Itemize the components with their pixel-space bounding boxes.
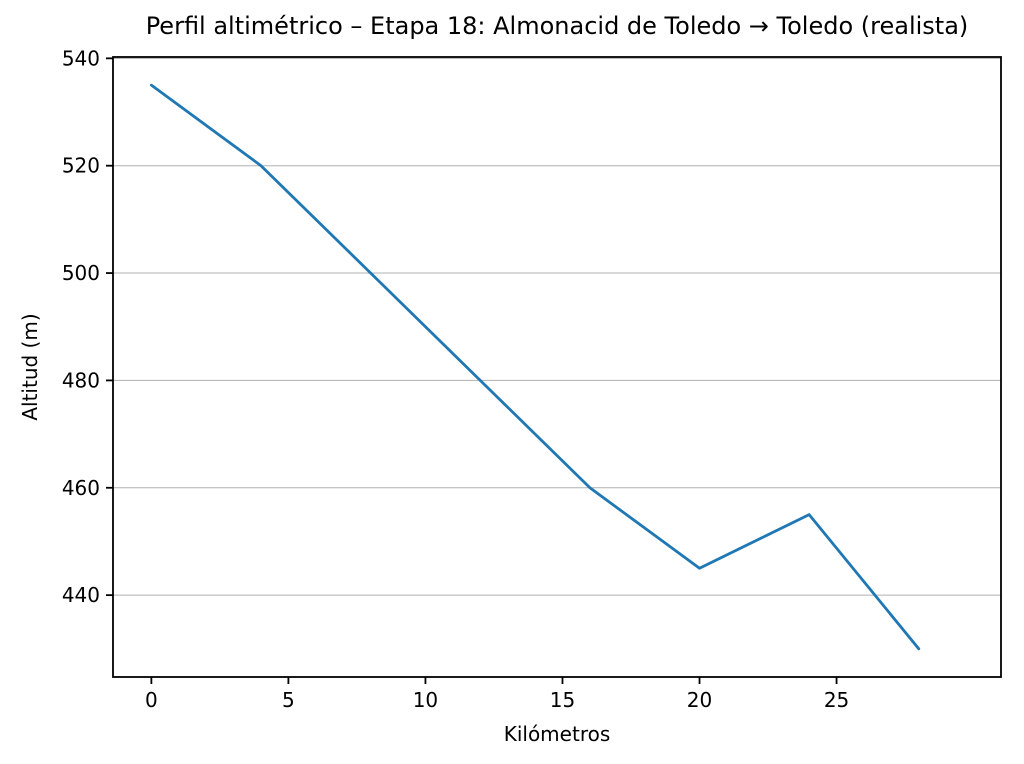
x-tick-label: 25	[824, 688, 849, 712]
y-tick-label: 520	[62, 154, 100, 178]
x-tick-label: 15	[550, 688, 575, 712]
y-tick-label: 500	[62, 261, 100, 285]
axes-border	[112, 56, 1002, 678]
y-tick-label: 540	[62, 46, 100, 70]
y-tick-label: 460	[62, 476, 100, 500]
y-tick-label: 480	[62, 368, 100, 392]
elevation-profile-line	[149, 83, 921, 651]
y-tick-label: 440	[62, 583, 100, 607]
x-axis-label: Kilómetros	[503, 722, 611, 746]
x-tick-label: 20	[687, 688, 712, 712]
chart-title: Perfil altimétrico – Etapa 18: Almonacid…	[145, 12, 969, 40]
x-tick-label: 10	[413, 688, 438, 712]
x-tick-label: 0	[145, 688, 158, 712]
x-tick-label: 5	[282, 688, 295, 712]
